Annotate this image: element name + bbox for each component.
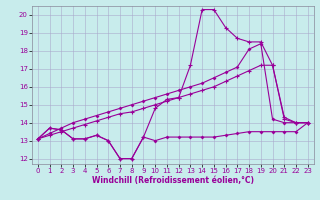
X-axis label: Windchill (Refroidissement éolien,°C): Windchill (Refroidissement éolien,°C): [92, 176, 254, 185]
